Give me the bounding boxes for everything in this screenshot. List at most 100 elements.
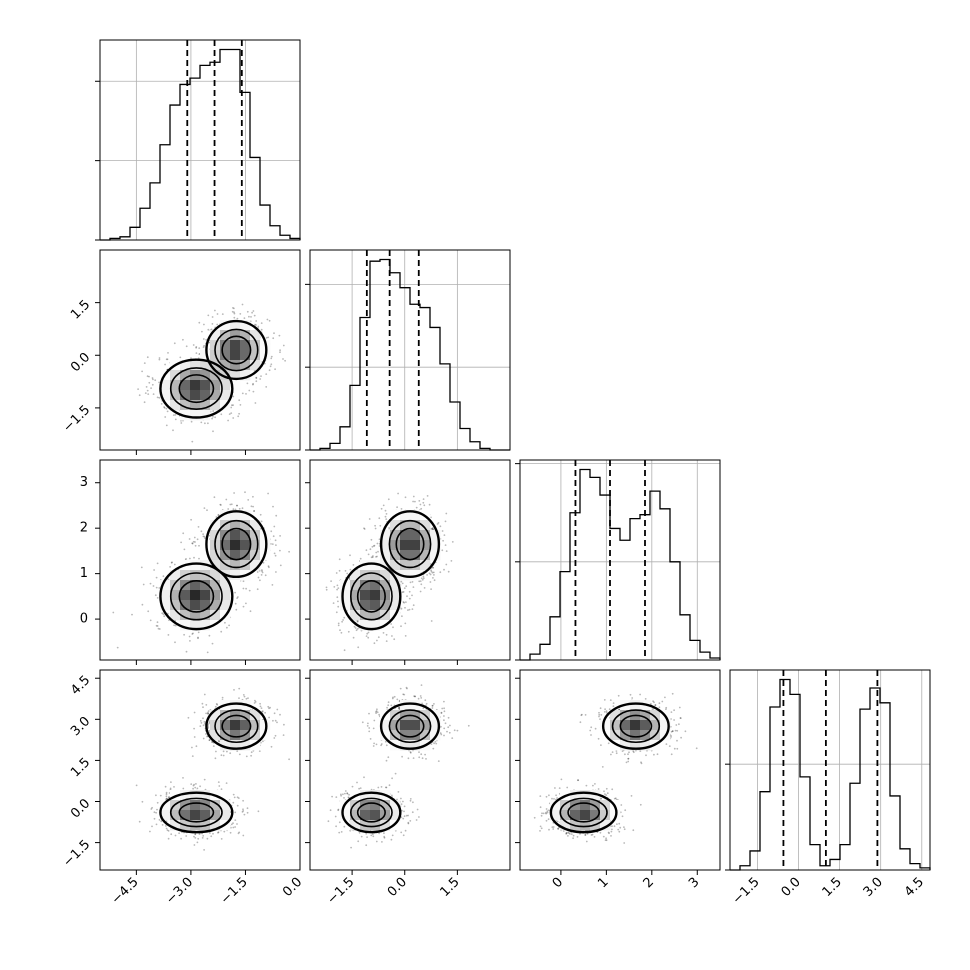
sample-point (147, 610, 150, 613)
sample-point (352, 636, 355, 639)
sample-point (255, 377, 258, 379)
sample-point (242, 580, 245, 583)
sample-point (227, 508, 230, 510)
sample-point (155, 624, 158, 627)
sample-point (231, 404, 233, 407)
sample-point (247, 499, 250, 501)
sample-point (160, 820, 163, 823)
sample-point (245, 587, 248, 590)
panel-frame (309, 249, 511, 451)
sample-point (379, 524, 382, 527)
density-cell-bg (380, 550, 391, 561)
sample-point (403, 601, 405, 604)
panel-frame (519, 459, 721, 661)
sample-point (204, 537, 206, 540)
sample-point (239, 313, 242, 315)
density-cell (220, 370, 231, 381)
sample-point (131, 613, 133, 616)
density-cell-bg (170, 390, 181, 401)
sample-point (377, 636, 380, 639)
sample-point (211, 417, 214, 420)
density-cell-bg (230, 580, 241, 591)
density-cell (160, 390, 171, 401)
density-cell-bg (230, 370, 241, 381)
contour-line (159, 358, 234, 419)
density-cell (190, 590, 201, 601)
sample-point (404, 606, 406, 609)
sample-point (429, 573, 432, 576)
sample-point (198, 833, 201, 835)
density-cell-bg (360, 570, 371, 581)
sample-point (259, 378, 262, 380)
sample-point (149, 582, 152, 585)
sample-point (189, 640, 191, 642)
density-cell-bg (190, 570, 201, 581)
density-cell-bg (390, 520, 401, 531)
density-cell-bg (250, 330, 261, 341)
sample-point (192, 632, 194, 635)
sample-point (163, 406, 166, 409)
sample-point (284, 359, 286, 362)
density-cell-bg (390, 550, 401, 561)
sample-point (230, 503, 233, 506)
sample-point (143, 362, 146, 364)
scatter-panel-2-1 (305, 459, 511, 665)
density-cell-bg (200, 370, 211, 381)
contour-line (395, 527, 425, 561)
sample-point (274, 554, 277, 557)
density-cell (200, 400, 211, 411)
sample-point (238, 507, 241, 510)
density-cell-bg (190, 560, 201, 571)
sample-point (382, 504, 385, 507)
density-cell-bg (420, 560, 431, 571)
sample-point (150, 808, 153, 810)
density-cell (350, 580, 361, 591)
density-cell (360, 580, 371, 591)
sample-point (168, 796, 170, 799)
sample-point (180, 422, 183, 424)
sample-point (400, 625, 402, 628)
sample-point (174, 834, 177, 837)
density-cell-bg (380, 570, 391, 581)
sample-point (232, 508, 235, 511)
panel-frame (99, 459, 301, 661)
sample-point (159, 794, 162, 797)
sample-point (432, 571, 435, 574)
sample-point (431, 566, 434, 569)
density-cell (420, 540, 431, 551)
density-cell (170, 400, 181, 411)
density-cell-bg (250, 340, 261, 351)
sample-point (194, 544, 197, 547)
sample-point (148, 375, 150, 378)
density-cell-bg (190, 410, 201, 421)
sample-point (259, 513, 262, 516)
sample-point (268, 319, 271, 322)
density-cell-bg (170, 590, 181, 601)
sample-point (228, 413, 231, 415)
sample-point (232, 826, 235, 829)
density-cell-bg (200, 410, 211, 421)
sample-point (216, 313, 219, 315)
sample-point (146, 375, 149, 378)
density-cell (210, 400, 221, 411)
sample-point (178, 832, 181, 835)
density-cell (400, 540, 411, 551)
density-cell (250, 340, 261, 351)
density-cell (370, 620, 381, 631)
sample-point (243, 813, 246, 816)
sample-point (242, 834, 245, 837)
sample-point (403, 587, 406, 589)
density-cell-bg (200, 350, 211, 361)
density-cell (230, 510, 241, 521)
sample-point (148, 381, 151, 384)
sample-point (195, 346, 198, 348)
density-cell (360, 610, 371, 621)
sample-point (149, 619, 152, 622)
density-cell-bg (180, 400, 191, 411)
sample-point (188, 635, 191, 638)
density-cell-bg (180, 370, 191, 381)
density-cell (190, 380, 201, 391)
sample-point (430, 516, 432, 519)
sample-point (233, 492, 236, 494)
density-cell (410, 520, 421, 531)
